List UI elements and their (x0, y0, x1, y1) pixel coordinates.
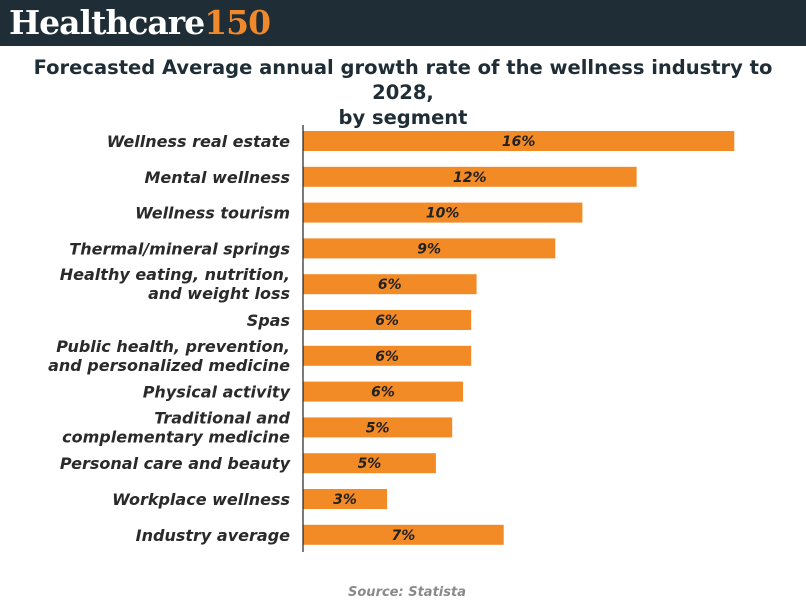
data-label: 5% (366, 420, 390, 436)
bar[interactable] (303, 417, 453, 438)
bar[interactable] (303, 345, 472, 366)
data-label: 6% (375, 313, 399, 329)
category-label: and personalized medicine (48, 356, 290, 375)
bar[interactable] (303, 489, 388, 509)
data-label: 3% (333, 492, 357, 508)
category-label: complementary medicine (62, 427, 290, 446)
data-label: 9% (417, 241, 441, 257)
bar[interactable] (303, 381, 464, 402)
bar[interactable] (303, 453, 436, 474)
chart-title-line1: Forecasted Average annual growth rate of… (33, 56, 773, 104)
data-label: 6% (371, 385, 395, 401)
brand-logo[interactable]: Healthcare150 (9, 1, 271, 45)
bar[interactable] (303, 131, 735, 151)
header-bar: Healthcare150 (0, 0, 806, 46)
data-label: 12% (453, 170, 487, 186)
category-label: Public health, prevention, (56, 337, 290, 356)
category-label: Wellness tourism (135, 204, 290, 223)
bar[interactable] (303, 524, 504, 545)
category-label: Healthy eating, nutrition, (60, 265, 290, 284)
bar[interactable] (303, 202, 583, 223)
category-label: and weight loss (148, 284, 290, 303)
data-label: 6% (378, 277, 402, 293)
brand-name: Healthcare (9, 3, 205, 42)
category-label: Spas (247, 311, 290, 330)
source-note: Source: Statista (348, 585, 466, 600)
data-label: 6% (375, 349, 399, 365)
data-label: 16% (502, 134, 536, 150)
category-label: Wellness real estate (107, 132, 290, 151)
chart-title-line2: by segment (338, 106, 468, 129)
bar[interactable] (303, 310, 472, 330)
category-label: Workplace wellness (112, 490, 290, 509)
data-label: 10% (426, 206, 460, 222)
category-label: Physical activity (143, 383, 291, 402)
category-label: Personal care and beauty (60, 454, 291, 473)
category-label: Thermal/mineral springs (69, 239, 290, 258)
data-label: 5% (358, 456, 382, 472)
brand-number: 150 (204, 3, 271, 42)
data-label: 7% (391, 528, 415, 544)
category-label: Mental wellness (144, 168, 290, 187)
bar[interactable] (303, 238, 556, 259)
chart-title: Forecasted Average annual growth rate of… (0, 55, 806, 130)
bar[interactable] (303, 274, 477, 295)
category-label: Industry average (136, 526, 290, 545)
category-label: Traditional and (154, 408, 290, 427)
bar[interactable] (303, 166, 637, 187)
